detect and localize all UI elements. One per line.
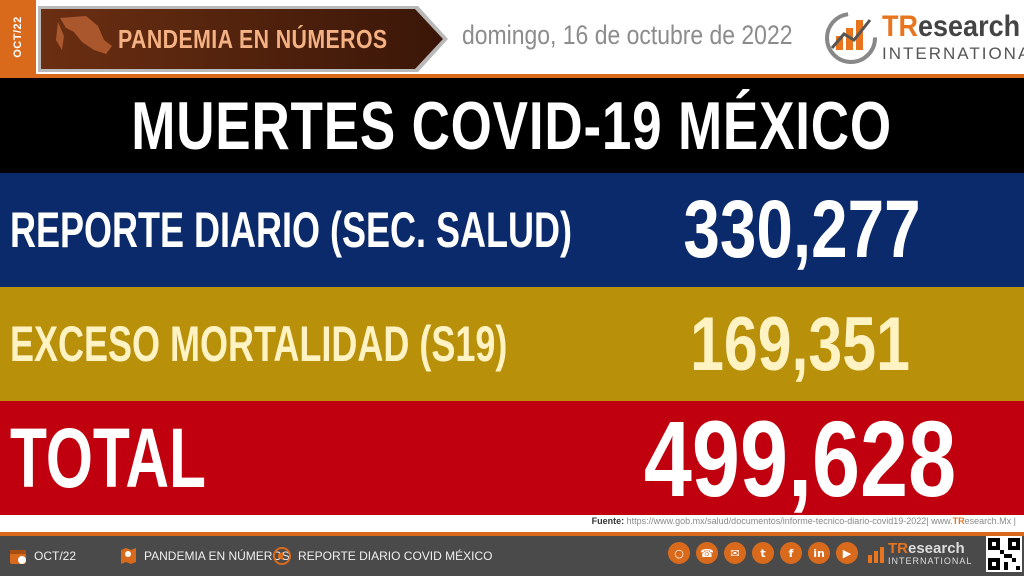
banner-shape	[38, 6, 448, 72]
footer-logo-subtitle: INTERNATIONAL	[888, 556, 973, 566]
youtube-icon[interactable]: ▶	[836, 542, 858, 564]
logo-mark-icon	[868, 547, 884, 563]
logo-text: TResearch	[882, 10, 1021, 43]
globe-icon[interactable]: ○	[668, 542, 690, 564]
row-value: 330,277	[683, 184, 921, 275]
footer-item-date: OCT/22	[8, 542, 76, 570]
qr-code-icon	[988, 538, 1020, 570]
section-banner: PANDEMIA EN NÚMEROS	[38, 6, 448, 72]
footer-divider	[0, 532, 1024, 536]
source-site-accent: TR	[952, 516, 965, 526]
linkedin-icon[interactable]: in	[808, 542, 830, 564]
footer-item-label: REPORTE DIARIO COVID MÉXICO	[298, 549, 493, 563]
source-site-pre: | www.	[926, 516, 953, 526]
source-url[interactable]: https://www.gob.mx/salud/documentos/info…	[626, 516, 927, 526]
row-label: REPORTE DIARIO (SEC. SALUD)	[10, 202, 573, 258]
footer-logo-text: TResearch	[888, 540, 965, 557]
row-daily-report: REPORTE DIARIO (SEC. SALUD) 330,277	[0, 173, 1024, 287]
side-date-label: OCT/22	[12, 16, 25, 58]
header: OCT/22 PANDEMIA EN NÚMEROS domingo, 16 d…	[0, 0, 1024, 78]
logo-subtitle: INTERNATIONAL	[882, 44, 1024, 63]
logo-mark-icon	[825, 12, 877, 64]
social-links: ○ ☎ ✉ t f in ▶	[668, 542, 858, 564]
megaphone-icon	[273, 547, 291, 565]
facebook-icon[interactable]: f	[780, 542, 802, 564]
tresearch-logo: TResearch INTERNATIONAL	[822, 8, 1024, 68]
row-total: TOTAL 499,628	[0, 397, 1024, 519]
row-label: EXCESO MORTALIDAD (S19)	[10, 316, 508, 372]
source-prefix: Fuente:	[591, 516, 625, 526]
row-value: 499,628	[643, 397, 957, 519]
source-line: Fuente: https://www.gob.mx/salud/documen…	[592, 516, 1016, 530]
phone-icon[interactable]: ☎	[696, 542, 718, 564]
page-title: MUERTES COVID-19 MÉXICO	[131, 87, 893, 164]
mexico-map-icon	[56, 16, 112, 54]
banner-title: PANDEMIA EN NÚMEROS	[118, 24, 388, 54]
footer-item-section: PANDEMIA EN NÚMEROS	[118, 542, 290, 570]
twitter-icon[interactable]: t	[752, 542, 774, 564]
header-divider	[0, 74, 1024, 78]
footer: OCT/22 PANDEMIA EN NÚMEROS REPORTE DIARI…	[0, 532, 1024, 576]
footer-item-label: PANDEMIA EN NÚMEROS	[144, 549, 290, 563]
side-date-tab: OCT/22	[0, 0, 36, 74]
report-date: domingo, 16 de octubre de 2022	[462, 20, 793, 50]
source-site-post: esearch.Mx |	[964, 516, 1016, 526]
row-label: TOTAL	[10, 410, 206, 505]
qr-code[interactable]	[986, 536, 1022, 572]
footer-logo: TResearch INTERNATIONAL	[866, 540, 978, 570]
row-excess-mortality: EXCESO MORTALIDAD (S19) 169,351	[0, 287, 1024, 401]
title-band: MUERTES COVID-19 MÉXICO	[0, 78, 1024, 173]
calendar-icon	[10, 550, 26, 564]
email-icon[interactable]: ✉	[724, 542, 746, 564]
footer-item-report: REPORTE DIARIO COVID MÉXICO	[272, 542, 492, 570]
row-value: 169,351	[690, 301, 910, 387]
map-icon	[121, 548, 136, 564]
footer-item-label: OCT/22	[34, 549, 77, 563]
